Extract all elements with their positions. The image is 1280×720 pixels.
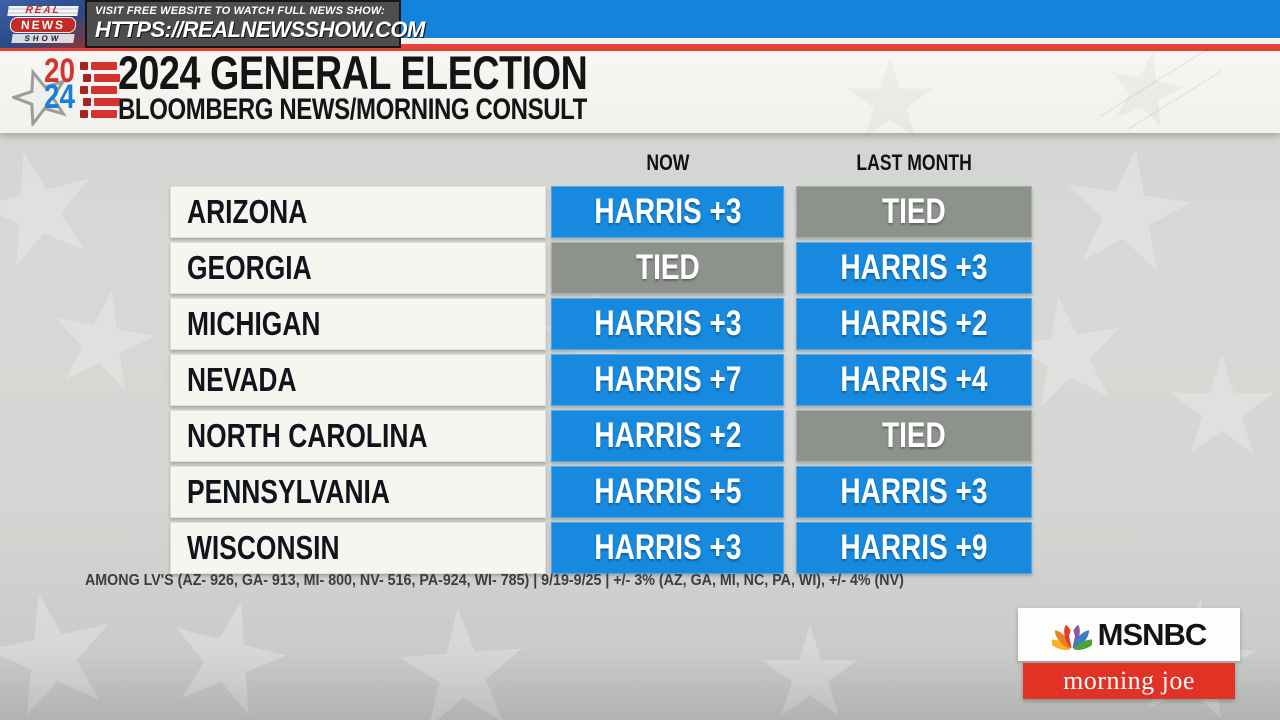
election-2024-logo: 20 24 [12, 52, 120, 130]
star-watermark-icon [42, 282, 164, 404]
now-result-cell: TIED [551, 242, 784, 294]
promo-banner: VISIT FREE WEBSITE TO WATCH FULL NEWS SH… [85, 0, 425, 48]
table-row: MICHIGAN HARRIS +3 HARRIS +2 [170, 298, 1032, 350]
now-result-cell: HARRIS +3 [551, 186, 784, 238]
last-month-result-cell: HARRIS +2 [796, 298, 1032, 350]
promo-url: HTTPS://REALNEWSSHOW.COM [95, 17, 425, 42]
state-cell: ARIZONA [170, 186, 546, 238]
white-stripe [0, 38, 1280, 44]
logo-year-24: 24 [44, 78, 76, 116]
peacock-icon [1051, 624, 1092, 650]
now-result-cell: HARRIS +2 [551, 410, 784, 462]
star-watermark-icon [1054, 140, 1201, 287]
last-month-result-cell: TIED [796, 410, 1032, 462]
last-month-result-cell: HARRIS +3 [796, 242, 1032, 294]
logo-year: 20 24 [44, 52, 76, 116]
table-row: PENNSYLVANIA HARRIS +5 HARRIS +3 [170, 466, 1032, 518]
state-cell: PENNSYLVANIA [170, 466, 546, 518]
table-row: ARIZONA HARRIS +3 TIED [170, 186, 1032, 238]
promo-text: VISIT FREE WEBSITE TO WATCH FULL NEWS SH… [95, 5, 385, 17]
star-watermark-icon [394, 604, 531, 720]
state-cell: WISCONSIN [170, 522, 546, 574]
logo-year-20: 20 [44, 52, 76, 90]
page-subtitle: BLOOMBERG NEWS/MORNING CONSULT [118, 93, 587, 126]
table-row: WISCONSIN HARRIS +3 HARRIS +9 [170, 522, 1032, 574]
header-titles: 2024 GENERAL ELECTION BLOOMBERG NEWS/MOR… [118, 46, 705, 126]
real-news-show-logo-show: SHOW [10, 33, 75, 43]
real-news-show-logo-real: REAL [6, 5, 79, 16]
last-month-result-cell: HARRIS +4 [796, 354, 1032, 406]
last-month-result-cell: TIED [796, 186, 1032, 238]
table-row: NORTH CAROLINA HARRIS +2 TIED [170, 410, 1032, 462]
now-result-cell: HARRIS +5 [551, 466, 784, 518]
last-month-result-cell: HARRIS +3 [796, 466, 1032, 518]
red-stripe [0, 44, 1280, 51]
star-watermark-icon [847, 57, 933, 139]
footnote: AMONG LV'S (AZ- 926, GA- 913, MI- 800, N… [85, 572, 904, 589]
star-watermark-icon [762, 625, 858, 716]
real-news-show-logo-news: NEWS [8, 16, 77, 33]
column-header-last-month: LAST MONTH [856, 150, 972, 175]
state-cell: NORTH CAROLINA [170, 410, 546, 462]
state-cell: MICHIGAN [170, 298, 546, 350]
now-result-cell: HARRIS +3 [551, 298, 784, 350]
column-header-now: NOW [645, 150, 689, 175]
msnbc-logo: MSNBC [1018, 608, 1240, 661]
now-result-cell: HARRIS +3 [551, 522, 784, 574]
now-result-cell: HARRIS +7 [551, 354, 784, 406]
poll-table-rows: ARIZONA HARRIS +3 TIED GEORGIA TIED HARR… [170, 186, 1032, 576]
morning-joe-banner: morning joe [1023, 663, 1235, 699]
star-watermark-icon [0, 137, 111, 282]
table-row: GEORGIA TIED HARRIS +3 [170, 242, 1032, 294]
flag-stripes-icon [80, 62, 120, 118]
last-month-result-cell: HARRIS +9 [796, 522, 1032, 574]
state-cell: GEORGIA [170, 242, 546, 294]
star-watermark-icon [1098, 44, 1193, 139]
star-icon [12, 68, 67, 126]
page-title: 2024 GENERAL ELECTION [118, 46, 588, 99]
msnbc-wordmark: MSNBC [1097, 616, 1208, 652]
state-cell: NEVADA [170, 354, 546, 406]
header-band [0, 46, 1280, 133]
star-watermark-icon [0, 580, 128, 720]
star-watermark-icon [155, 587, 298, 720]
morning-joe-wordmark: morning joe [1063, 666, 1195, 695]
star-watermark-icon [1170, 355, 1274, 454]
table-row: NEVADA HARRIS +7 HARRIS +4 [170, 354, 1032, 406]
real-news-show-logo: REAL NEWS SHOW [0, 0, 85, 48]
